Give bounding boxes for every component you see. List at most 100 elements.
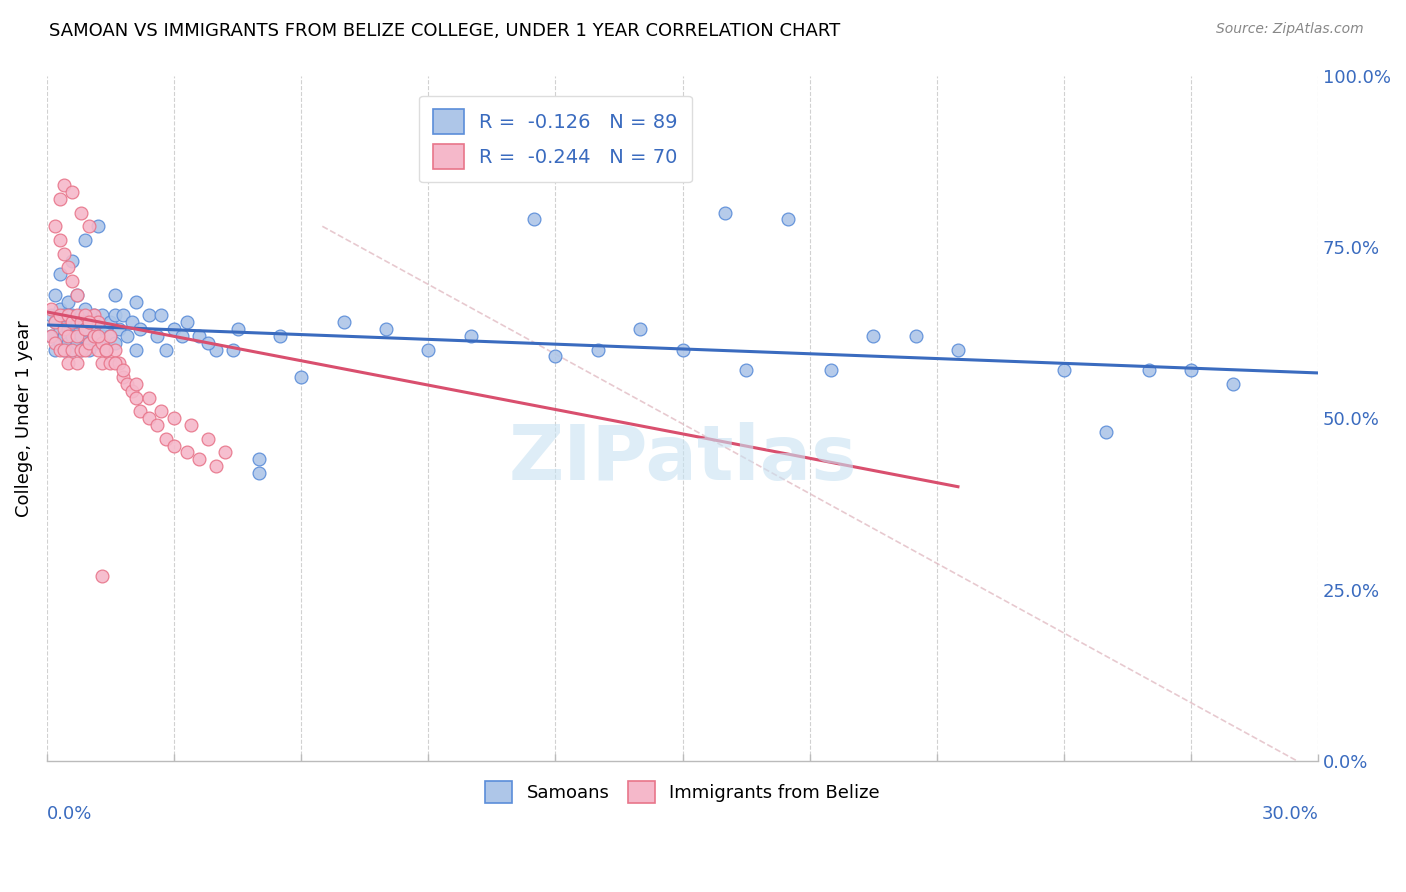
Point [52,343,75,357]
Point [104,288,127,302]
Point [52,178,75,193]
Point [69,309,91,323]
Point [138,309,160,323]
Point [48,267,70,281]
Point [544,350,567,364]
Point [197,432,219,446]
Point [247,466,270,480]
Point [52,322,75,336]
Point [100,329,122,343]
Point [52,309,75,323]
Point [222,343,245,357]
Point [73,322,96,336]
Point [117,329,139,343]
Point [52,329,75,343]
Point [87,315,110,329]
Point [1095,425,1118,439]
Point [73,301,96,316]
Point [125,376,148,391]
Point [48,322,70,336]
Point [65,329,87,343]
Point [112,309,135,323]
Point [332,315,354,329]
Point [73,322,96,336]
Point [180,417,202,432]
Point [176,315,198,329]
Point [44,219,66,234]
Point [69,205,91,219]
Point [65,335,87,350]
Point [150,309,173,323]
Point [48,343,70,357]
Point [87,335,110,350]
Text: 30.0%: 30.0% [1261,805,1319,823]
Text: 0.0%: 0.0% [46,805,93,823]
Point [77,335,100,350]
Point [108,322,131,336]
Point [155,343,177,357]
Point [155,432,177,446]
Point [73,233,96,247]
Point [56,356,79,370]
Point [205,343,228,357]
Point [150,404,173,418]
Point [104,335,127,350]
Point [176,445,198,459]
Point [125,391,148,405]
Point [77,335,100,350]
Point [96,343,118,357]
Point [269,329,291,343]
Point [418,343,440,357]
Point [44,335,66,350]
Point [1053,363,1076,377]
Point [60,343,83,357]
Point [205,459,228,474]
Point [87,329,110,343]
Point [904,329,927,343]
Point [1137,363,1160,377]
Point [117,376,139,391]
Point [65,315,87,329]
Point [73,309,96,323]
Point [65,288,87,302]
Point [214,445,236,459]
Point [87,343,110,357]
Text: Source: ZipAtlas.com: Source: ZipAtlas.com [1216,22,1364,37]
Point [104,356,127,370]
Point [121,315,143,329]
Point [60,329,83,343]
Point [374,322,396,336]
Point [77,315,100,329]
Point [87,219,110,234]
Point [60,253,83,268]
Point [100,356,122,370]
Point [96,343,118,357]
Point [523,212,546,227]
Point [56,260,79,275]
Point [69,343,91,357]
Point [188,329,211,343]
Point [39,309,62,323]
Point [125,294,148,309]
Point [44,315,66,329]
Point [163,411,186,425]
Point [91,569,114,583]
Point [188,452,211,467]
Point [163,439,186,453]
Point [163,322,186,336]
Point [77,315,100,329]
Point [44,315,66,329]
Point [48,233,70,247]
Point [48,309,70,323]
Point [56,309,79,323]
Point [65,288,87,302]
Point [77,343,100,357]
Point [946,343,969,357]
Point [60,274,83,288]
Point [146,329,169,343]
Point [39,301,62,316]
Point [69,315,91,329]
Legend: Samoans, Immigrants from Belize: Samoans, Immigrants from Belize [474,770,890,814]
Point [44,343,66,357]
Point [460,329,482,343]
